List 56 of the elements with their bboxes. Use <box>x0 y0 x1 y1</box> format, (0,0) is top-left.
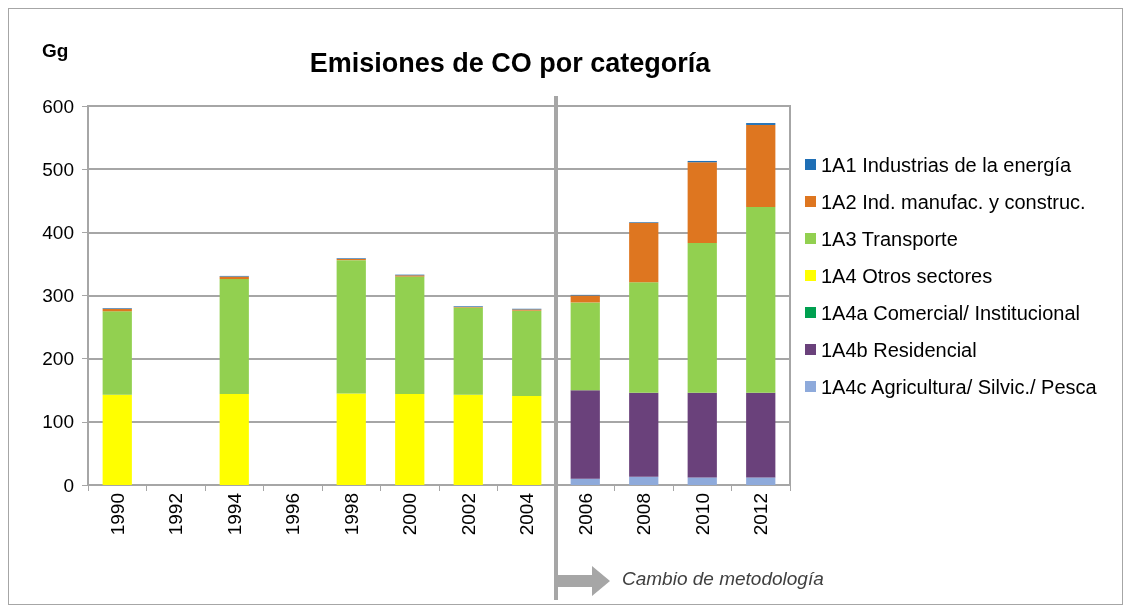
bar <box>395 276 425 395</box>
y-tick-label: 100 <box>42 411 74 433</box>
x-tick-label: 1998 <box>340 493 362 536</box>
x-tick-label: 1990 <box>106 493 128 536</box>
x-tick-label: 2006 <box>574 493 596 536</box>
bar <box>336 393 366 485</box>
y-axis-title: Gg <box>42 40 69 61</box>
x-tick-label: 1994 <box>223 492 245 536</box>
bar <box>629 282 659 393</box>
bar <box>336 260 366 394</box>
bar <box>746 124 776 208</box>
bar <box>395 394 425 485</box>
y-tick-label: 0 <box>63 474 74 496</box>
bar <box>570 302 600 391</box>
bar <box>570 478 600 485</box>
y-tick-label: 500 <box>42 158 74 180</box>
y-tick-label: 300 <box>42 285 74 306</box>
x-tick-label: 2004 <box>516 492 538 536</box>
bar <box>746 392 776 478</box>
legend-label: 1A2 Ind. manufac. y construc. <box>821 190 1086 213</box>
x-tick-label: 2012 <box>750 493 772 536</box>
bar <box>629 222 659 283</box>
bar <box>687 477 717 485</box>
x-tick-label: 2008 <box>633 493 655 536</box>
bar <box>102 394 132 485</box>
bar <box>570 390 600 479</box>
bar <box>219 394 249 485</box>
bar <box>102 311 132 395</box>
legend-label: 1A1 Industrias de la energía <box>821 153 1073 176</box>
x-tick-label: 2010 <box>691 493 713 536</box>
bar <box>746 207 776 393</box>
legend-label: 1A4a Comercial/ Institucional <box>821 301 1081 324</box>
bar <box>512 395 542 485</box>
legend-label: 1A4c Agricultura/ Silvic./ Pesca <box>821 375 1098 398</box>
x-tick-label: 2000 <box>399 493 421 536</box>
x-tick-label: 1996 <box>282 493 304 536</box>
x-tick-label: 2002 <box>457 493 479 536</box>
bar <box>629 476 659 485</box>
bar <box>629 392 659 477</box>
text: Cambio de metodología <box>622 568 824 590</box>
legend-label: 1A4b Residencial <box>821 338 977 361</box>
bar <box>219 279 249 395</box>
y-tick-label: 600 <box>42 95 74 117</box>
bar <box>746 477 776 485</box>
x-tick-label: 1992 <box>165 493 187 536</box>
bar <box>687 243 717 393</box>
legend-label: 1A4 Otros sectores <box>821 264 993 287</box>
chart-title: Emisiones de CO por categoría <box>309 47 712 78</box>
bar <box>687 392 717 478</box>
bar <box>512 310 542 396</box>
bar <box>453 394 483 485</box>
legend-label: 1A3 Transporte <box>821 227 958 250</box>
y-tick-label: 200 <box>42 348 74 370</box>
bar <box>687 162 717 244</box>
y-tick-label: 400 <box>42 221 74 243</box>
bar <box>453 307 483 395</box>
